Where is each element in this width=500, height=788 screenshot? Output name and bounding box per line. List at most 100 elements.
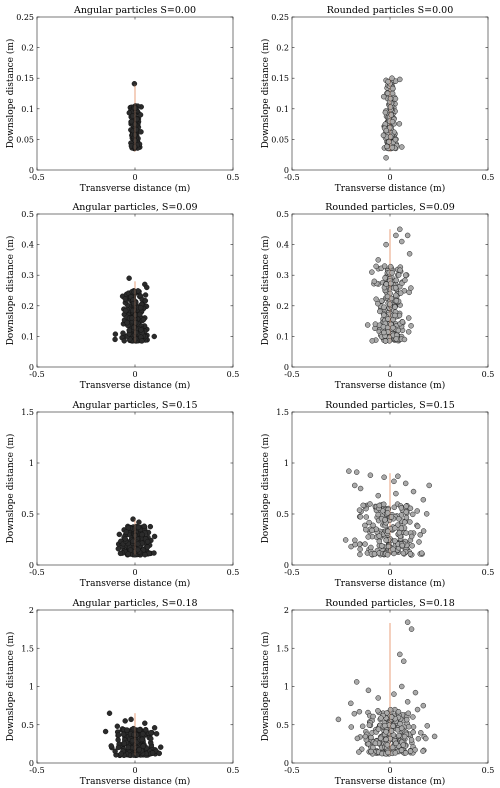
scatter-point: [133, 329, 139, 336]
y-tick-label: 0.2: [276, 302, 289, 311]
y-tick-label: 0: [29, 561, 34, 570]
scatter-point: [381, 263, 388, 269]
scatter-point: [124, 727, 130, 733]
scatter-point: [377, 308, 383, 315]
x-tick-label: 0.5: [227, 766, 240, 775]
scatter-point: [400, 658, 407, 664]
y-tick-label: 0.25: [16, 13, 34, 22]
chart-title: Rounded particles, S=0.09: [325, 202, 455, 213]
y-tick-label: 1.5: [276, 408, 289, 417]
panel-5: Angular particles, S=0.15-0.5 0 0.500.511.…: [5, 400, 239, 589]
scatter-point: [397, 226, 403, 233]
scatter-point: [410, 488, 417, 495]
scatter-point: [115, 737, 121, 743]
y-tick-label: 0.5: [276, 210, 289, 219]
scatter-point: [365, 534, 371, 540]
scatter-point: [398, 725, 405, 731]
y-tick-label: 1.5: [21, 644, 34, 653]
scatter-point: [354, 735, 361, 742]
scatter-point: [130, 307, 136, 314]
scatter-point: [391, 478, 397, 485]
scatter-point: [375, 726, 382, 732]
y-tick-label: 1.5: [276, 644, 289, 653]
scatter-point: [395, 473, 401, 479]
x-tick-label: -0.5: [29, 173, 44, 182]
scatter-point: [364, 322, 371, 328]
scatter-point: [382, 517, 388, 523]
scatter-point: [143, 726, 149, 733]
scatter-point: [157, 744, 164, 750]
y-axis-label: Downslope distance (m): [260, 39, 271, 149]
scatter-point: [383, 736, 389, 743]
scatter-point: [137, 311, 143, 318]
scatter-point: [132, 320, 139, 326]
x-axis-label: Transverse distance (m): [335, 578, 445, 589]
scatter-point: [397, 76, 403, 83]
scatter-point: [376, 533, 382, 539]
chart-title: Rounded particles, S=0.18: [325, 598, 455, 609]
x-tick-label: -0.5: [29, 370, 44, 379]
scatter-point: [402, 277, 408, 283]
scatter-point: [151, 550, 157, 556]
scatter-point: [126, 275, 132, 281]
scatter-point: [393, 336, 399, 342]
scatter-point: [391, 504, 398, 511]
scatter-point: [131, 731, 137, 738]
scatter-point: [415, 736, 422, 742]
scatter-point: [382, 722, 388, 729]
y-tick-label: 1.5: [21, 408, 34, 417]
scatter-point: [114, 723, 121, 730]
x-axis-label: Transverse distance (m): [335, 183, 445, 194]
y-axis-label: Downslope distance (m): [5, 434, 16, 544]
scatter-point: [378, 715, 384, 721]
scatter-point: [408, 626, 415, 632]
y-tick-label: 0.25: [271, 13, 289, 22]
scatter-point: [135, 541, 141, 547]
scatter-point: [381, 474, 387, 481]
scatter-point: [142, 298, 149, 304]
scatter-point: [403, 514, 410, 521]
scatter-point: [423, 735, 429, 742]
y-tick-label: 0: [29, 166, 34, 175]
scatter-point: [353, 679, 360, 685]
scatter-point: [408, 533, 415, 540]
scatter-point: [376, 538, 382, 545]
scatter-point: [375, 257, 381, 263]
scatter-point: [123, 529, 130, 535]
scatter-point: [122, 296, 128, 302]
scatter-point: [359, 723, 366, 730]
scatter-point: [122, 718, 128, 724]
scatter-point: [368, 748, 374, 755]
scatter-point: [383, 537, 389, 543]
scatter-point: [419, 550, 425, 556]
y-tick-label: 1: [284, 683, 289, 692]
scatter-point: [151, 333, 157, 340]
y-axis-label: Downslope distance (m): [5, 632, 16, 742]
y-tick-label: 0: [29, 363, 34, 372]
scatter-point: [396, 529, 403, 536]
scatter-point: [392, 525, 398, 531]
scatter-point: [380, 93, 387, 100]
scatter-point: [412, 689, 419, 696]
chart-title: Angular particles, S=0.09: [71, 202, 197, 213]
y-tick-label: 2: [284, 606, 289, 615]
scatter-point: [134, 116, 140, 123]
scatter-point: [151, 725, 158, 731]
scatter-point: [403, 530, 409, 536]
scatter-point: [388, 112, 395, 118]
scatter-point: [402, 272, 409, 278]
scatter-point: [392, 285, 399, 291]
scatter-point: [387, 263, 394, 270]
x-tick-label: 0.5: [482, 568, 495, 577]
y-axis-label: Downslope distance (m): [260, 434, 271, 544]
x-tick-label: -0.5: [284, 568, 299, 577]
scatter-point: [126, 327, 133, 334]
scatter-point: [133, 126, 140, 133]
scatter-point: [363, 514, 370, 520]
scatter-point: [367, 501, 373, 507]
scatter-point: [149, 750, 156, 756]
chart-title: Rounded particles, S=0.15: [325, 400, 455, 411]
scatter-point: [131, 289, 137, 295]
scatter-point: [426, 482, 432, 489]
